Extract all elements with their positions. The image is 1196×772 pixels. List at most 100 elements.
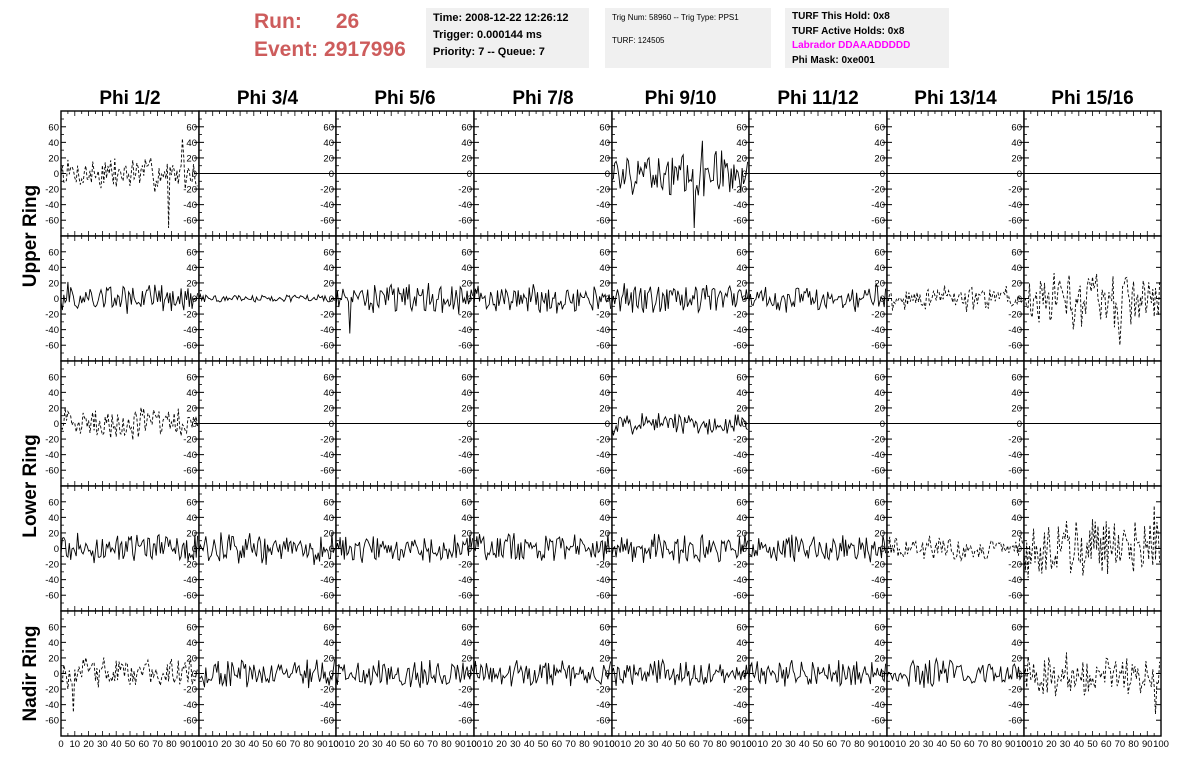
waveform-trace [748,660,887,688]
x-tick-label: 40 [111,739,122,750]
x-tick-label: 50 [1087,739,1098,750]
x-tick-label: 60 [139,739,150,750]
y-tick-label: -60 [1008,716,1022,727]
y-tick-label: -40 [183,700,197,711]
panel-frame [335,235,475,362]
y-tick-label: -60 [596,716,610,727]
x-tick-label: 10 [345,739,356,750]
y-tick-label: -20 [1008,685,1022,696]
y-tick-label: 0 [54,419,59,430]
y-tick-label: 20 [461,653,472,664]
panel-frame [611,485,750,612]
y-tick-label: -60 [45,591,59,602]
y-tick-label: 0 [605,169,610,180]
waveform-panel: -60 -40 -20 0 20 40 60 [320,110,475,237]
y-tick-label: -60 [320,466,334,477]
y-tick-label: 40 [48,388,59,399]
y-tick-label: -20 [733,685,747,696]
x-tick-label: 80 [303,739,314,750]
y-tick-label: 20 [874,653,885,664]
waveform-panel: -60 -40 -20 0 20 40 60 [871,235,1025,362]
y-tick-label: 0 [1017,169,1022,180]
waveform-panel: -60 -40 -20 0 20 40 60 [320,360,475,487]
x-tick-label: 70 [978,739,989,750]
y-tick-label: 40 [599,638,610,649]
waveform-panel: -60 -40 -20 0 20 40 60 [871,360,1025,487]
turf-number-text: TURF: 124505 [612,36,665,45]
y-tick-label: -60 [733,591,747,602]
event-label: Event: [254,38,319,61]
y-tick-label: -20 [183,435,197,446]
y-tick-label: 20 [48,153,59,164]
priority-text: Priority: 7 -- Queue: 7 [433,46,545,58]
panel-frame [60,610,200,737]
y-tick-label: -20 [458,685,472,696]
waveform-panel: -60 -40 -20 0 20 40 60 [183,235,337,362]
y-tick-label: 0 [605,419,610,430]
y-tick-label: 20 [1011,528,1022,539]
y-tick-label: 0 [467,294,472,305]
y-tick-label: 20 [48,653,59,664]
y-tick-label: -40 [320,200,334,211]
y-tick-label: 0 [329,669,334,680]
y-tick-label: -40 [1008,450,1022,461]
y-tick-label: 0 [54,169,59,180]
waveform-trace [886,285,1023,312]
y-tick-label: 40 [186,638,197,649]
event-row: Event: 2917996 [254,36,406,64]
x-tick-label: 30 [785,739,796,750]
y-tick-label: 60 [1011,622,1022,633]
waveform-panel: -60 -40 -20 0 20 40 60 [183,110,337,237]
y-tick-label: 40 [186,513,197,524]
y-tick-label: 60 [323,497,334,508]
y-tick-label: 60 [461,122,472,133]
panel-frame [1023,485,1162,612]
x-tick-label: 60 [414,739,425,750]
y-tick-label: 60 [323,622,334,633]
y-tick-label: -20 [596,435,610,446]
y-tick-label: -60 [183,466,197,477]
y-tick-label: 40 [323,138,334,149]
y-tick-label: -40 [320,325,334,336]
y-tick-label: -40 [458,200,472,211]
y-tick-label: 20 [736,528,747,539]
y-tick-label: -60 [183,216,197,227]
y-tick-label: -20 [871,685,885,696]
waveform-trace [886,534,1024,562]
y-tick-label: -40 [320,450,334,461]
x-tick-label: 70 [152,739,163,750]
x-tick-label: 80 [991,739,1002,750]
y-tick-label: -60 [320,716,334,727]
y-tick-label: 20 [186,528,197,539]
y-tick-label: -60 [733,466,747,477]
x-tick-label: 10 [1032,739,1043,750]
x-tick-label: 40 [799,739,810,750]
y-tick-label: -40 [45,450,59,461]
y-tick-label: -20 [871,435,885,446]
y-tick-label: -20 [596,685,610,696]
y-tick-label: -60 [45,466,59,477]
y-tick-label: 20 [1011,653,1022,664]
y-tick-label: 20 [874,403,885,414]
y-tick-label: -20 [45,310,59,321]
x-tick-label: 50 [400,739,411,750]
x-tick-label: 10 [483,739,494,750]
x-tick-label: 20 [83,739,94,750]
waveform-trace [473,284,612,314]
y-tick-label: -40 [871,700,885,711]
y-tick-label: -60 [733,216,747,227]
y-tick-label: 40 [874,513,885,524]
y-tick-label: -60 [733,341,747,352]
y-tick-label: 60 [323,122,334,133]
x-tick-label: 90 [180,739,191,750]
y-tick-label: 20 [323,278,334,289]
x-tick-label: 50 [950,739,961,750]
y-tick-label: 60 [186,497,197,508]
x-tick-label: 100 [328,739,344,750]
waveform-trace [198,532,336,565]
waveform-panel: -60 -40 -20 0 20 40 60 [183,485,337,612]
y-tick-label: -20 [1008,560,1022,571]
